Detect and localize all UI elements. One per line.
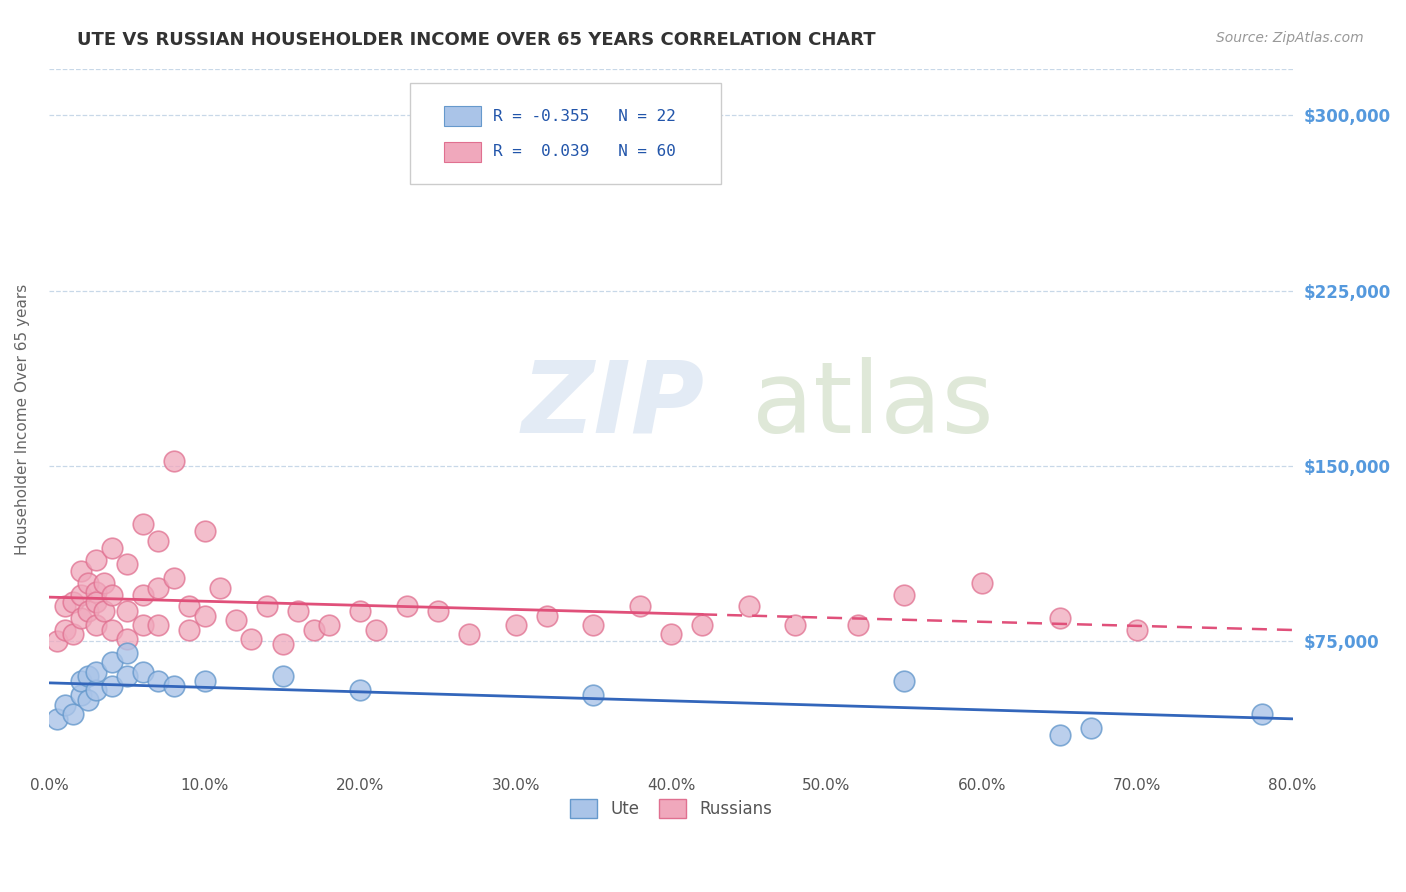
Point (395, 599, 418, 614)
Point (1049, 611, 1071, 625)
Point (349, 683, 371, 698)
Point (163, 571, 186, 585)
Text: ZIP: ZIP (522, 357, 704, 454)
Point (131, 665, 153, 679)
Point (84, 585, 107, 599)
Point (100, 656, 122, 670)
Point (77, 576, 100, 591)
Point (287, 604, 309, 618)
Point (785, 618, 807, 632)
Point (163, 454, 186, 468)
Point (115, 558, 138, 572)
Point (115, 604, 138, 618)
Point (690, 618, 713, 632)
Point (84, 552, 107, 566)
Point (53, 623, 76, 637)
Point (69, 564, 91, 578)
Point (318, 618, 340, 632)
FancyBboxPatch shape (411, 83, 721, 185)
Point (100, 623, 122, 637)
Point (148, 581, 170, 595)
Text: atlas: atlas (752, 357, 994, 454)
Point (302, 623, 325, 637)
Point (179, 599, 201, 614)
Point (46, 634, 69, 648)
Point (93, 576, 115, 591)
Point (1049, 728, 1071, 742)
Point (148, 618, 170, 632)
Point (426, 604, 449, 618)
Point (131, 517, 153, 532)
Point (271, 637, 294, 651)
Point (69, 688, 91, 702)
Point (69, 674, 91, 689)
Point (115, 669, 138, 683)
Point (93, 604, 115, 618)
FancyBboxPatch shape (443, 142, 481, 161)
Point (536, 608, 558, 623)
Point (84, 665, 107, 679)
Text: UTE VS RUSSIAN HOUSEHOLDER INCOME OVER 65 YEARS CORRELATION CHART: UTE VS RUSSIAN HOUSEHOLDER INCOME OVER 6… (77, 31, 876, 49)
Point (209, 581, 232, 595)
Point (163, 679, 186, 693)
Point (100, 588, 122, 602)
Point (194, 608, 217, 623)
FancyBboxPatch shape (443, 106, 481, 126)
Point (582, 618, 605, 632)
Point (46, 712, 69, 726)
Point (970, 576, 993, 591)
Point (738, 599, 761, 614)
Point (505, 618, 527, 632)
Point (100, 541, 122, 555)
Point (194, 674, 217, 689)
Point (100, 679, 122, 693)
Point (62, 627, 84, 641)
Point (53, 698, 76, 712)
Point (148, 674, 170, 689)
Point (53, 599, 76, 614)
Text: R = -0.355   N = 22: R = -0.355 N = 22 (494, 109, 676, 124)
Point (256, 599, 278, 614)
Point (62, 594, 84, 608)
Point (148, 533, 170, 548)
Point (659, 627, 682, 641)
Point (846, 618, 869, 632)
Point (225, 613, 247, 627)
Text: R =  0.039   N = 60: R = 0.039 N = 60 (494, 144, 676, 159)
Legend: Ute, Russians: Ute, Russians (564, 792, 779, 825)
Point (1126, 623, 1149, 637)
Point (131, 618, 153, 632)
Point (893, 674, 915, 689)
Point (893, 588, 915, 602)
Point (1080, 721, 1102, 735)
Point (84, 618, 107, 632)
Point (1250, 706, 1272, 721)
Point (69, 588, 91, 602)
Point (179, 623, 201, 637)
Point (77, 669, 100, 683)
Point (194, 524, 217, 539)
Point (271, 669, 294, 683)
Point (628, 599, 651, 614)
Y-axis label: Householder Income Over 65 years: Householder Income Over 65 years (15, 284, 30, 555)
Point (582, 688, 605, 702)
Point (115, 646, 138, 660)
Point (115, 632, 138, 646)
Point (69, 611, 91, 625)
Point (77, 604, 100, 618)
Text: Source: ZipAtlas.com: Source: ZipAtlas.com (1216, 31, 1364, 45)
Point (131, 588, 153, 602)
Point (84, 683, 107, 698)
Point (349, 604, 371, 618)
Point (458, 627, 481, 641)
Point (240, 632, 263, 646)
Point (62, 706, 84, 721)
Point (77, 693, 100, 707)
Point (364, 623, 387, 637)
Point (84, 594, 107, 608)
